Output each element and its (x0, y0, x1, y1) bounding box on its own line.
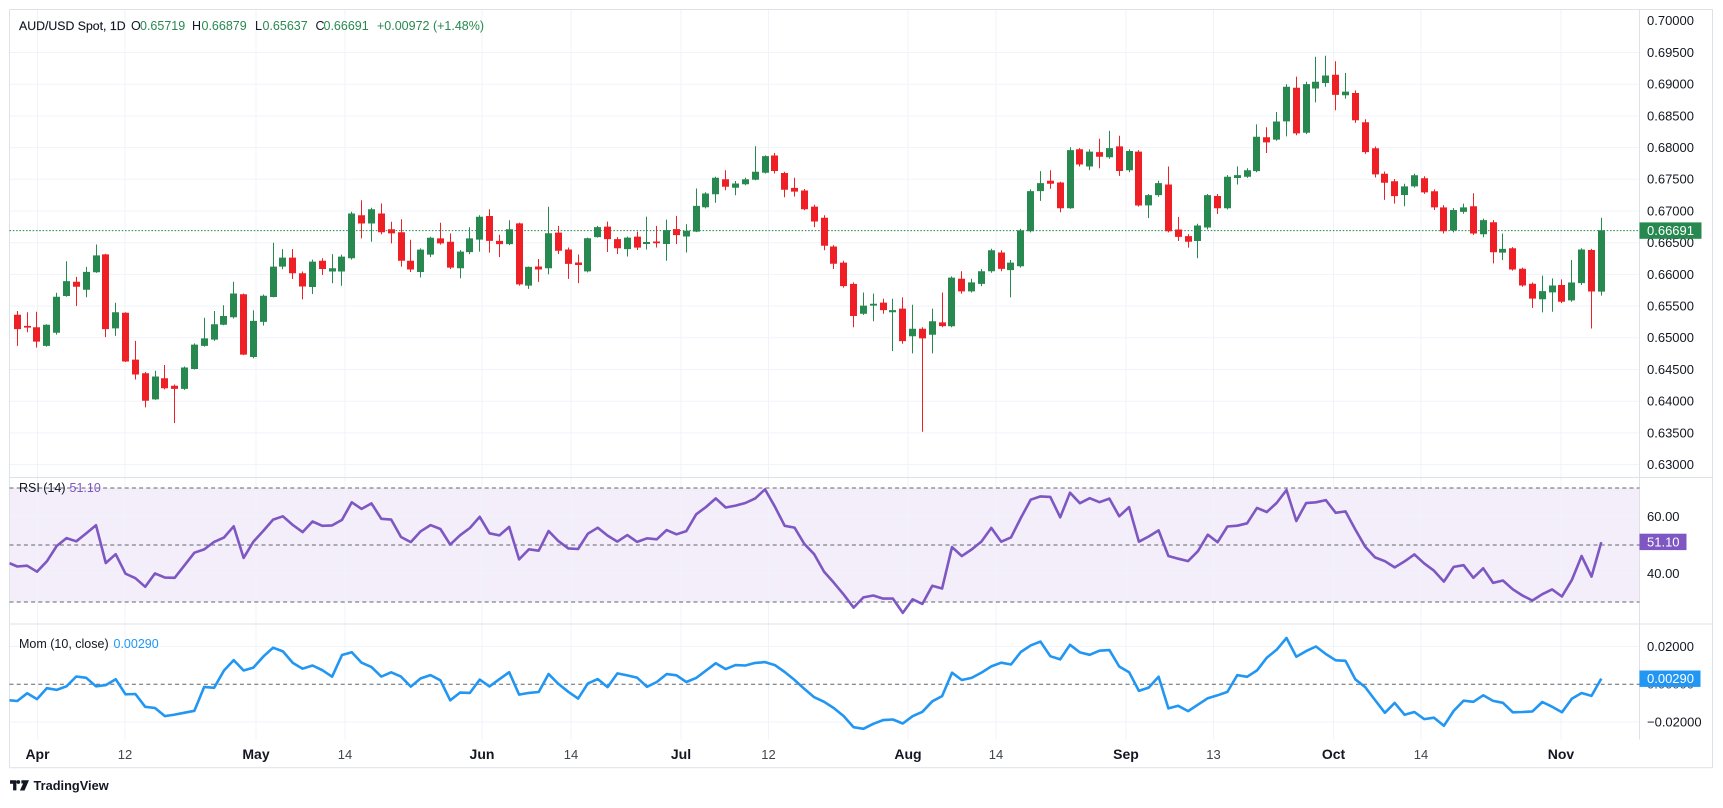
svg-text:Apr: Apr (25, 746, 50, 762)
svg-text:−0.02000: −0.02000 (1647, 714, 1702, 729)
svg-text:May: May (242, 746, 269, 762)
svg-text:13: 13 (1206, 747, 1220, 762)
svg-text:0.70000: 0.70000 (1647, 13, 1694, 28)
svg-text:0.66000: 0.66000 (1647, 267, 1694, 282)
svg-text:Oct: Oct (1322, 746, 1346, 762)
svg-text:0.64500: 0.64500 (1647, 362, 1694, 377)
svg-text:0.67000: 0.67000 (1647, 203, 1694, 218)
svg-text:0.64000: 0.64000 (1647, 394, 1694, 409)
svg-text:AUD/USD Spot, 1D: AUD/USD Spot, 1D (19, 19, 126, 33)
svg-text:51.10: 51.10 (1647, 534, 1680, 549)
svg-text:14: 14 (338, 747, 352, 762)
svg-text:Nov: Nov (1548, 746, 1575, 762)
svg-text:0.66691: 0.66691 (1647, 223, 1694, 238)
svg-text:0.67500: 0.67500 (1647, 172, 1694, 187)
svg-text:Aug: Aug (894, 746, 921, 762)
svg-text:60.00: 60.00 (1647, 509, 1680, 524)
svg-text:12: 12 (761, 747, 775, 762)
svg-text:0.69000: 0.69000 (1647, 77, 1694, 92)
svg-text:Jul: Jul (671, 746, 691, 762)
svg-text:0.63500: 0.63500 (1647, 425, 1694, 440)
svg-text:0.65500: 0.65500 (1647, 299, 1694, 314)
svg-text:0.65000: 0.65000 (1647, 330, 1694, 345)
svg-text:14: 14 (989, 747, 1003, 762)
svg-text:14: 14 (1414, 747, 1428, 762)
svg-text:14: 14 (564, 747, 578, 762)
svg-text:TradingView: TradingView (34, 778, 109, 793)
svg-text:0.68500: 0.68500 (1647, 108, 1694, 123)
svg-text:Sep: Sep (1113, 746, 1139, 762)
svg-text:0.66500: 0.66500 (1647, 235, 1694, 250)
svg-text:0.68000: 0.68000 (1647, 140, 1694, 155)
svg-text:40.00: 40.00 (1647, 566, 1680, 581)
svg-text:0.02000: 0.02000 (1647, 639, 1694, 654)
svg-text:Jun: Jun (470, 746, 495, 762)
svg-text:12: 12 (118, 747, 132, 762)
svg-text:0.69500: 0.69500 (1647, 45, 1694, 60)
svg-text:Mom (10, close)0.00290: Mom (10, close) 0.00290 (19, 637, 159, 651)
svg-text:0.63000: 0.63000 (1647, 457, 1694, 472)
svg-text:RSI (14)51.10: RSI (14) 51.10 (19, 481, 101, 495)
svg-text:0.00290: 0.00290 (1647, 671, 1694, 686)
